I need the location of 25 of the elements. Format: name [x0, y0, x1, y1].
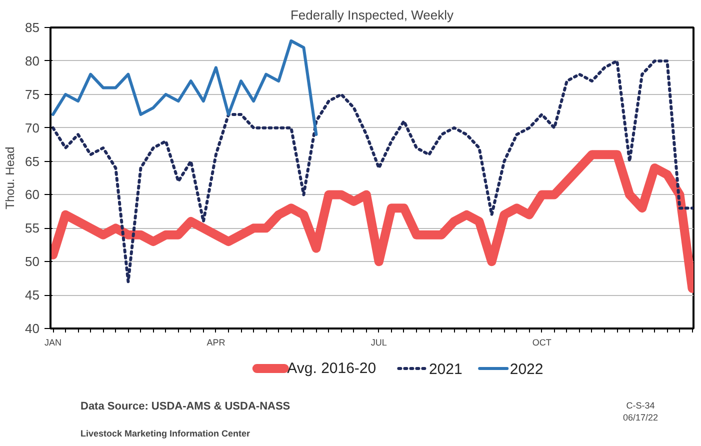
chart-title: Federally Inspected, Weekly: [290, 8, 454, 22]
text: Livestock Marketing Information Center: [80, 428, 251, 438]
legend-label: 2021: [428, 361, 462, 378]
text: C-S-34: [626, 400, 655, 410]
y-axis-title: Thou. Head: [3, 146, 18, 210]
source-note: Data Source: USDA-AMS & USDA-NASS: [80, 400, 290, 412]
text: 06/17/22: [622, 412, 658, 422]
legend-label: Avg. 2016-20: [287, 360, 376, 377]
y-tick-label: 55: [25, 220, 40, 236]
line-series: [52, 39, 318, 136]
y-tick-label: 75: [25, 86, 40, 102]
y-tick-label: 65: [25, 154, 40, 169]
x-tick-label: APR: [206, 338, 226, 348]
y-tick-label: 80: [25, 53, 40, 68]
x-tick-label: JAN: [44, 338, 62, 348]
legend-label: 2022: [510, 361, 544, 378]
y-tick-label: 40: [25, 321, 40, 336]
y-tick-label: 70: [25, 120, 40, 136]
y-tick-label: 85: [25, 20, 40, 35]
x-tick-label: JUL: [370, 338, 387, 348]
y-tick-label: 60: [25, 187, 40, 202]
y-tick-label: 45: [25, 288, 40, 303]
line-series: [52, 59, 694, 284]
y-tick-label: 50: [25, 254, 40, 270]
x-tick-label: OCT: [532, 338, 552, 348]
